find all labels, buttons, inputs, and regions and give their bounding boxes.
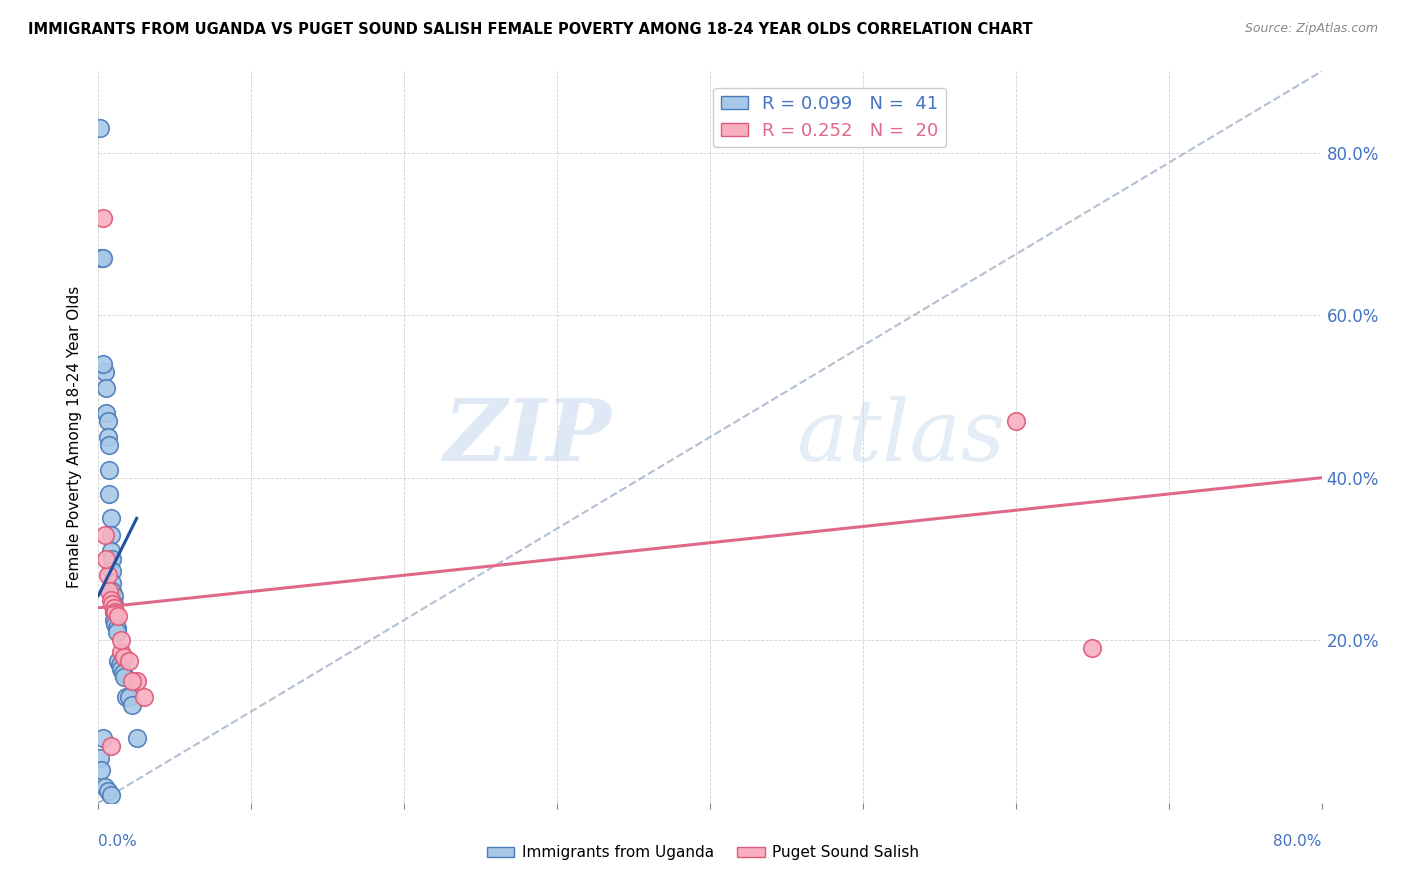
Point	[103, 589, 125, 603]
Point	[125, 673, 148, 688]
Text: atlas: atlas	[796, 396, 1005, 478]
Point	[97, 783, 120, 797]
Point	[1004, 414, 1026, 428]
Point	[103, 600, 125, 615]
Point	[100, 511, 122, 525]
Point	[121, 698, 143, 713]
Point	[98, 487, 121, 501]
Point	[91, 252, 114, 266]
Point	[103, 605, 125, 619]
Point	[110, 662, 132, 676]
Point	[98, 438, 121, 452]
Point	[115, 690, 138, 705]
Point	[112, 670, 135, 684]
Point	[90, 252, 112, 266]
Point	[105, 621, 128, 635]
Point	[112, 649, 135, 664]
Point	[110, 645, 132, 659]
Point	[101, 564, 124, 578]
Point	[103, 597, 125, 611]
Point	[100, 592, 122, 607]
Point	[98, 584, 121, 599]
Point	[111, 665, 134, 680]
Point	[91, 211, 114, 225]
Point	[125, 731, 148, 745]
Point	[98, 462, 121, 476]
Point	[100, 527, 122, 541]
Point	[101, 597, 124, 611]
Point	[134, 690, 156, 705]
Point	[93, 365, 115, 379]
Point	[104, 617, 127, 632]
Point	[91, 731, 114, 745]
Point	[89, 751, 111, 765]
Point	[89, 121, 111, 136]
Point	[97, 414, 120, 428]
Legend: R = 0.099   N =  41, R = 0.252   N =  20: R = 0.099 N = 41, R = 0.252 N = 20	[713, 87, 946, 147]
Point	[90, 764, 112, 778]
Point	[118, 654, 141, 668]
Point	[94, 381, 117, 395]
Y-axis label: Female Poverty Among 18-24 Year Olds: Female Poverty Among 18-24 Year Olds	[67, 286, 83, 588]
Point	[108, 657, 131, 672]
Text: Source: ZipAtlas.com: Source: ZipAtlas.com	[1244, 22, 1378, 36]
Text: 80.0%: 80.0%	[1274, 834, 1322, 849]
Point	[103, 613, 125, 627]
Point	[100, 544, 122, 558]
Point	[101, 584, 124, 599]
Point	[97, 568, 120, 582]
Legend: Immigrants from Uganda, Puget Sound Salish: Immigrants from Uganda, Puget Sound Sali…	[481, 839, 925, 866]
Point	[94, 406, 117, 420]
Point	[107, 654, 129, 668]
Point	[101, 576, 124, 591]
Point	[118, 690, 141, 705]
Point	[107, 608, 129, 623]
Point	[100, 788, 122, 802]
Text: 0.0%: 0.0%	[98, 834, 138, 849]
Text: ZIP: ZIP	[444, 395, 612, 479]
Point	[1081, 641, 1104, 656]
Point	[91, 357, 114, 371]
Point	[121, 673, 143, 688]
Point	[105, 625, 128, 640]
Point	[104, 605, 127, 619]
Text: IMMIGRANTS FROM UGANDA VS PUGET SOUND SALISH FEMALE POVERTY AMONG 18-24 YEAR OLD: IMMIGRANTS FROM UGANDA VS PUGET SOUND SA…	[28, 22, 1033, 37]
Point	[93, 527, 115, 541]
Point	[100, 739, 122, 753]
Point	[94, 552, 117, 566]
Point	[97, 430, 120, 444]
Point	[101, 552, 124, 566]
Point	[93, 780, 115, 794]
Point	[110, 633, 132, 648]
